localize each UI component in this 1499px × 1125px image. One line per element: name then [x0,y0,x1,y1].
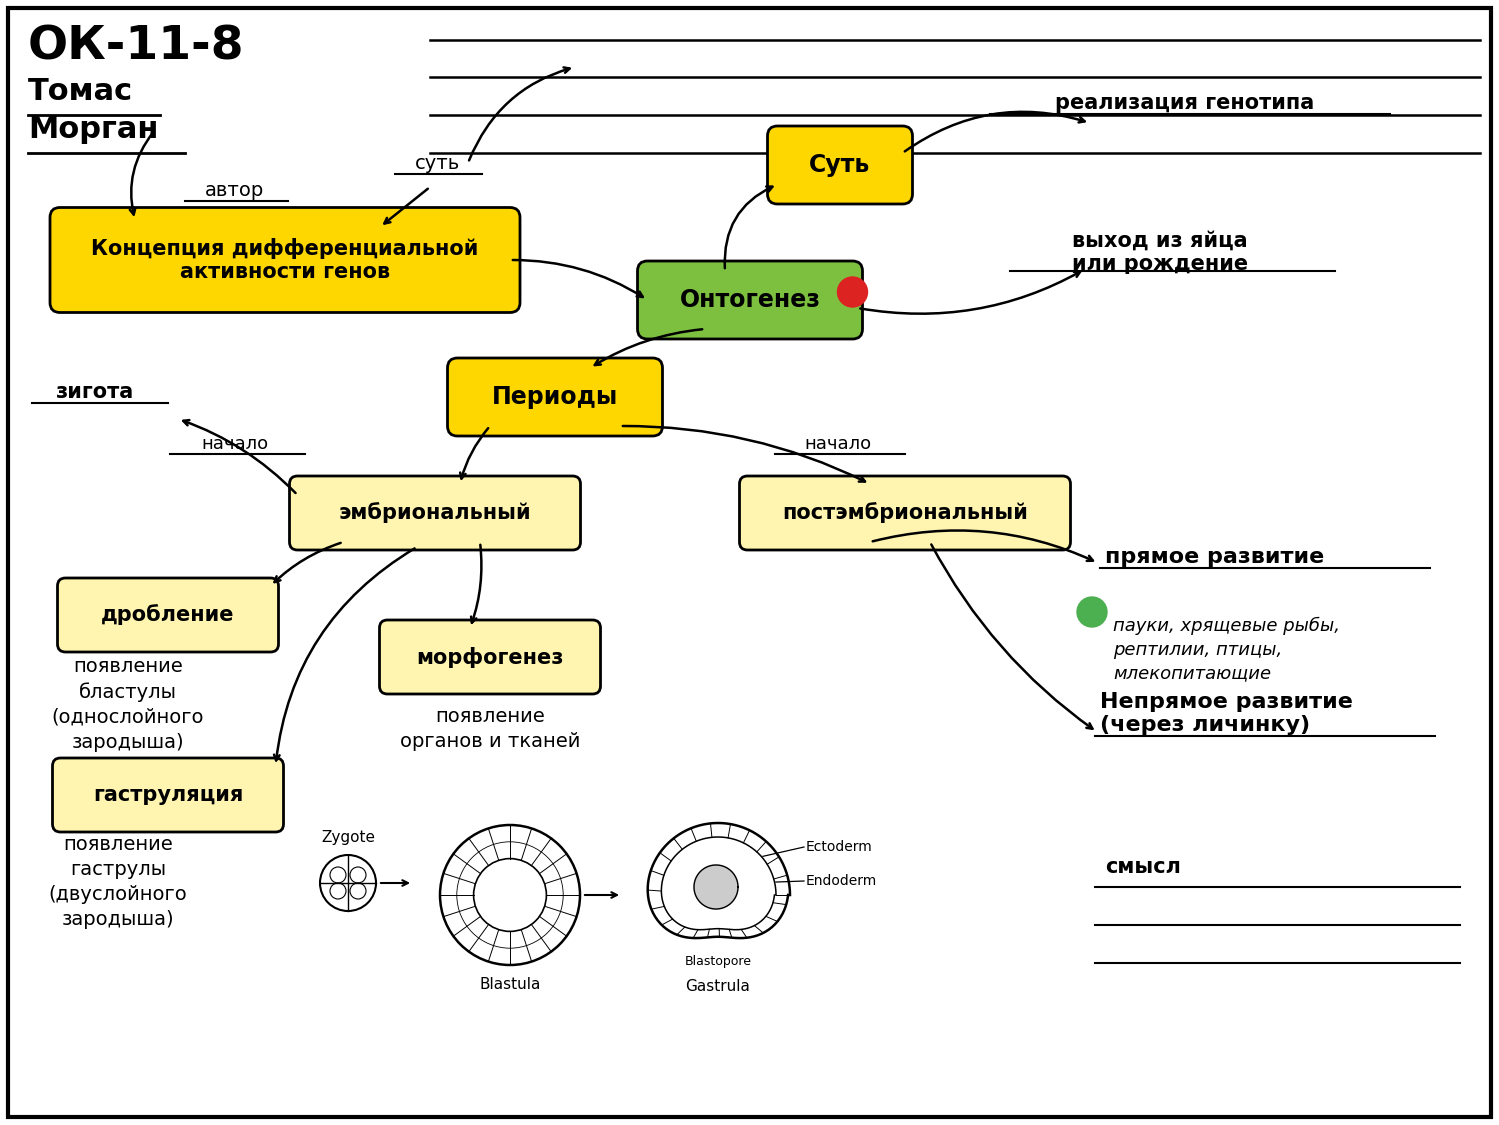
Text: Endoderm: Endoderm [806,874,877,888]
FancyBboxPatch shape [289,476,580,550]
FancyBboxPatch shape [637,261,862,339]
FancyBboxPatch shape [739,476,1070,550]
Text: появление
гаструлы
(двуслойного
зародыша): появление гаструлы (двуслойного зародыша… [48,835,187,929]
Text: эмбриональный: эмбриональный [339,503,531,523]
Text: гаструляция: гаструляция [93,785,243,806]
Text: начало: начало [201,435,268,453]
Text: пауки, хрящевые рыбы,
рептилии, птицы,
млекопитающие: пауки, хрящевые рыбы, рептилии, птицы, м… [1112,616,1340,683]
FancyBboxPatch shape [448,358,663,436]
Text: выход из яйца
или рождение: выход из яйца или рождение [1072,231,1249,273]
FancyBboxPatch shape [49,207,520,313]
Circle shape [474,858,547,932]
FancyBboxPatch shape [767,126,913,204]
Text: Gastrula: Gastrula [685,979,751,994]
Text: появление
бластулы
(однослойного
зародыша): появление бластулы (однослойного зародыш… [52,657,204,752]
Text: Томас: Томас [28,76,133,106]
Text: дробление: дробление [102,604,235,626]
Text: автор: автор [205,181,265,200]
Text: суть: суть [415,154,460,173]
Text: морфогенез: морфогенез [417,647,564,667]
Text: Онтогенез: Онтогенез [679,288,820,312]
Text: Непрямое развитие
(через личинку): Непрямое развитие (через личинку) [1100,692,1354,735]
Text: Ectoderm: Ectoderm [806,840,872,854]
Text: смысл: смысл [1105,857,1181,878]
FancyBboxPatch shape [57,578,279,652]
Text: Суть: Суть [809,153,871,177]
Text: прямое развитие: прямое развитие [1105,547,1324,567]
Text: Blastula: Blastula [480,976,541,992]
Circle shape [838,277,868,307]
Text: Blastocoel: Blastocoel [478,883,543,897]
Text: Концепция дифференциальной
активности генов: Концепция дифференциальной активности ге… [91,237,478,282]
Polygon shape [648,824,790,938]
Text: появление
органов и тканей: появление органов и тканей [400,706,580,752]
Polygon shape [694,865,738,909]
Text: Морган: Морган [28,115,159,144]
Text: Blastopore: Blastopore [685,955,751,968]
Polygon shape [661,837,776,929]
FancyBboxPatch shape [52,758,283,832]
Circle shape [1076,597,1106,627]
Text: реализация генотипа: реализация генотипа [1055,93,1315,112]
Text: ОК-11-8: ОК-11-8 [28,25,244,70]
Text: зигота: зигота [55,382,133,402]
Text: Zygote: Zygote [321,830,375,845]
FancyBboxPatch shape [379,620,601,694]
Text: постэмбриональный: постэмбриональный [782,503,1028,523]
Circle shape [441,825,580,965]
Text: начало: начало [805,435,871,453]
Text: Периоды: Периоды [492,385,618,410]
